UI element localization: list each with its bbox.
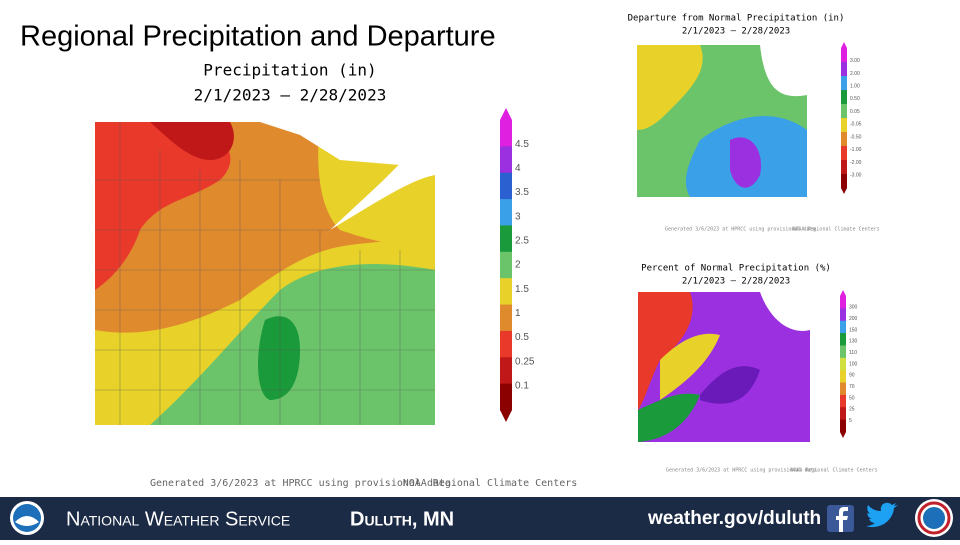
colorbar-label: 1: [515, 308, 521, 319]
footer-url: weather.gov/duluth: [647, 508, 821, 529]
colorbar-label: -2.00: [850, 160, 862, 166]
colorbar-segment: [840, 296, 846, 309]
colorbar-segment: [840, 382, 846, 396]
colorbar-label: 100: [849, 361, 858, 367]
colorbar-segment: [500, 225, 512, 253]
colorbar-label: -3.00: [850, 173, 862, 179]
colorbar-label: 0.1: [515, 380, 529, 391]
departure-footer-right: NOAA Regional Climate Centers: [792, 227, 879, 233]
colorbar-segment: [500, 120, 512, 147]
colorbar-label: 3.5: [515, 187, 529, 198]
colorbar-segment: [840, 320, 846, 334]
colorbar-label: 5: [849, 418, 852, 424]
colorbar-label: 2.00: [850, 71, 860, 77]
slide-title: Regional Precipitation and Departure: [20, 21, 496, 53]
percent-map: [638, 292, 810, 442]
colorbar-label: 200: [849, 316, 858, 322]
nws-logo-inner: [923, 507, 945, 529]
colorbar-cap: [840, 290, 846, 296]
departure-map: [637, 45, 807, 197]
facebook-glyph: [836, 507, 848, 532]
colorbar-segment: [840, 407, 846, 421]
departure-title: Departure from Normal Precipitation (in): [628, 14, 845, 24]
map-dates: 2/1/2023 – 2/28/2023: [194, 86, 387, 105]
colorbar-segment: [500, 146, 512, 174]
precip-map: [95, 122, 435, 425]
percent-footer-left: Generated 3/6/2023 at HPRCC using provis…: [666, 468, 820, 474]
colorbar-segment: [841, 62, 847, 77]
colorbar-label: 3: [515, 211, 521, 222]
colorbar-label: 4.5: [515, 139, 529, 150]
colorbar-segment: [500, 172, 512, 200]
colorbar-segment: [840, 345, 846, 359]
colorbar-cap: [840, 432, 846, 438]
colorbar-label: 1.00: [850, 84, 860, 90]
colorbar-cap: [841, 42, 847, 48]
colorbar-label: 3.00: [850, 58, 860, 64]
colorbar-segment: [840, 394, 846, 408]
colorbar-label: 0.05: [850, 109, 860, 115]
colorbar-segment: [500, 383, 512, 411]
colorbar-segment: [840, 308, 846, 322]
colorbar-segment: [500, 199, 512, 226]
colorbar-label: 50: [849, 395, 855, 401]
footer-bar: [0, 497, 960, 540]
colorbar-segment: [841, 48, 847, 63]
percent-footer-right: NOAA Regional Climate Centers: [790, 468, 877, 474]
colorbar-segment: [841, 118, 847, 133]
colorbar-segment: [500, 278, 512, 306]
colorbar-label: 70: [849, 384, 855, 390]
percent-dates: 2/1/2023 – 2/28/2023: [682, 277, 790, 287]
colorbar-segment: [500, 330, 512, 358]
colorbar-segment: [841, 132, 847, 147]
colorbar-segment: [841, 160, 847, 175]
percent-title: Percent of Normal Precipitation (%): [641, 264, 831, 274]
colorbar-label: 25: [849, 407, 855, 413]
nws-logo-ring: [917, 501, 951, 535]
colorbar-label: 110: [849, 350, 857, 356]
departure-dates: 2/1/2023 – 2/28/2023: [682, 27, 790, 37]
colorbar-segment: [841, 76, 847, 91]
colorbar-cap: [500, 410, 512, 422]
footer-agency: National Weather Service: [66, 508, 290, 530]
percent-colorbar: 300 200 150 130 110 100 90 70 50 25 5: [840, 290, 858, 438]
colorbar-cap: [500, 108, 512, 120]
colorbar-label: 300: [849, 305, 858, 311]
colorbar-label: 0.50: [850, 96, 860, 102]
colorbar-segment: [841, 146, 847, 161]
colorbar-label: 4: [515, 163, 521, 174]
colorbar-label: 130: [849, 339, 858, 345]
twitter-icon[interactable]: [866, 502, 898, 528]
colorbar-label: 0.25: [515, 356, 535, 367]
colorbar-label: -0.05: [850, 122, 862, 128]
colorbar-label: 1.5: [515, 284, 529, 295]
colorbar-segment: [840, 370, 846, 384]
colorbar-segment: [840, 357, 846, 371]
footer-office: Duluth, MN: [350, 508, 454, 530]
map-footer-right: NOAA Regional Climate Centers: [403, 478, 578, 489]
colorbar-segment: [500, 304, 512, 332]
colorbar-segment: [500, 251, 512, 279]
colorbar-label: 150: [849, 327, 858, 333]
colorbar-segment: [500, 357, 512, 385]
colorbar-label: 2.5: [515, 235, 529, 246]
colorbar-label: -0.50: [850, 134, 862, 140]
map-title: Precipitation (in): [203, 61, 376, 80]
colorbar-segment: [840, 333, 846, 346]
colorbar-label: 90: [849, 373, 855, 379]
colorbar-label: 0.5: [515, 332, 529, 343]
departure-colorbar: 3.00 2.00 1.00 0.50 0.05 -0.05 -0.50 -1.00 -2.00…: [841, 42, 862, 194]
colorbar-segment: [840, 419, 846, 433]
colorbar-segment: [841, 104, 847, 119]
colorbar-segment: [841, 174, 847, 189]
precip-colorbar: 4.5 4 3.5 3 2.5 2 1.5 1 0.5 0.25 0.1: [500, 108, 535, 422]
noaa-logo-bird: [15, 516, 39, 526]
map-footer-left: Generated 3/6/2023 at HPRCC using provis…: [150, 478, 457, 489]
colorbar-cap: [841, 188, 847, 194]
colorbar-label: 2: [515, 260, 521, 271]
departure-footer-left: Generated 3/6/2023 at HPRCC using provis…: [665, 227, 819, 233]
colorbar-label: -1.00: [850, 147, 862, 153]
colorbar-segment: [841, 90, 847, 105]
